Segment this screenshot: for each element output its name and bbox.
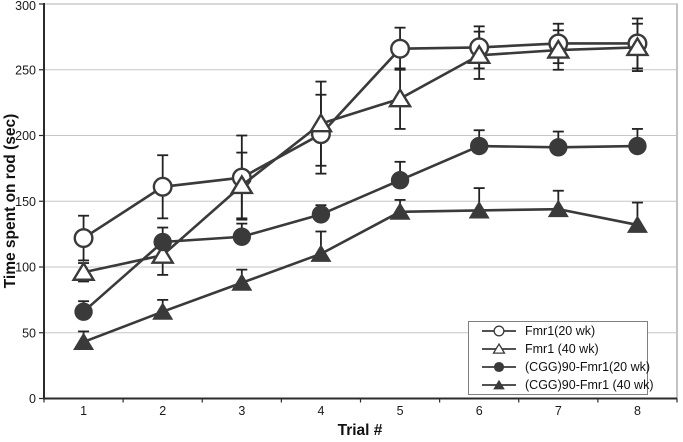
y-tick-label: 100 bbox=[15, 261, 36, 275]
marker-filled-circle bbox=[469, 136, 489, 156]
marker-open-circle bbox=[390, 38, 411, 59]
marker-open-circle bbox=[152, 176, 173, 197]
marker-open-triangle bbox=[150, 243, 175, 264]
marker-open-triangle bbox=[492, 342, 506, 354]
marker-open-triangle bbox=[308, 112, 334, 133]
marker-open-triangle bbox=[229, 174, 254, 195]
marker-filled-triangle bbox=[310, 244, 332, 262]
x-tick-label: 8 bbox=[634, 404, 641, 418]
x-tick-label: 6 bbox=[476, 404, 483, 418]
legend-marker-open-circle-icon bbox=[482, 325, 516, 337]
marker-filled-circle bbox=[311, 205, 331, 224]
marker-open-circle bbox=[73, 228, 94, 249]
marker-filled-circle bbox=[493, 361, 505, 373]
x-tick-label: 1 bbox=[80, 404, 87, 418]
y-tick-label: 50 bbox=[22, 326, 36, 340]
marker-filled-circle bbox=[390, 171, 410, 190]
y-tick-label: 200 bbox=[15, 129, 36, 143]
legend-label: (CGG)90-Fmr1(20 wk) bbox=[525, 360, 651, 374]
series-line-2 bbox=[82, 144, 638, 313]
marker-open-triangle bbox=[71, 260, 96, 281]
marker-open-triangle bbox=[467, 43, 492, 64]
marker-open-triangle bbox=[625, 36, 650, 57]
x-tick-label: 3 bbox=[238, 404, 245, 418]
legend-marker-filled-circle-icon bbox=[482, 361, 516, 373]
x-axis-title: Trial # bbox=[337, 422, 383, 439]
series-line-0 bbox=[82, 42, 638, 240]
marker-filled-triangle bbox=[547, 199, 569, 218]
marker-filled-circle bbox=[153, 232, 172, 252]
marker-filled-triangle bbox=[493, 379, 505, 390]
marker-filled-triangle bbox=[626, 215, 648, 233]
legend-marker-open-triangle-icon bbox=[482, 342, 516, 354]
legend: Fmr1(20 wk) Fmr1 (40 wk) (CGG)90-Fmr1(20… bbox=[468, 321, 653, 395]
y-tick-label: 300 bbox=[15, 0, 36, 13]
legend-item: Fmr1(20 wk) bbox=[481, 322, 647, 340]
y-tick-label: 0 bbox=[29, 392, 36, 406]
y-axis-title: Time spent on rod (sec) bbox=[2, 113, 19, 289]
marker-open-triangle bbox=[387, 87, 413, 108]
marker-filled-triangle bbox=[152, 302, 174, 320]
legend-item: Fmr1 (40 wk) bbox=[481, 340, 647, 358]
x-tick-label: 2 bbox=[159, 404, 166, 418]
legend-label: (CGG)90-Fmr1 (40 wk) bbox=[525, 378, 654, 392]
series-line-1 bbox=[83, 46, 638, 274]
marker-filled-circle bbox=[549, 138, 568, 157]
marker-filled-circle bbox=[74, 302, 93, 321]
x-tick-label: 4 bbox=[317, 404, 324, 418]
legend-label: Fmr1 (40 wk) bbox=[525, 342, 599, 356]
marker-filled-triangle bbox=[231, 273, 253, 291]
y-tick-label: 250 bbox=[15, 63, 36, 77]
legend-label: Fmr1(20 wk) bbox=[525, 324, 596, 338]
marker-filled-triangle bbox=[468, 200, 490, 219]
legend-item: (CGG)90-Fmr1(20 wk) bbox=[481, 358, 651, 376]
marker-filled-circle bbox=[232, 227, 252, 246]
y-tick-label: 150 bbox=[15, 195, 36, 209]
marker-filled-triangle bbox=[73, 332, 95, 350]
marker-open-circle bbox=[493, 325, 505, 337]
marker-filled-circle bbox=[628, 136, 647, 156]
marker-open-triangle bbox=[546, 38, 571, 59]
legend-marker-filled-triangle-icon bbox=[482, 379, 516, 390]
x-tick-label: 7 bbox=[555, 404, 562, 418]
x-tick-label: 5 bbox=[397, 404, 404, 418]
legend-item: (CGG)90-Fmr1 (40 wk) bbox=[481, 376, 653, 394]
series-line-3 bbox=[83, 207, 638, 344]
marker-filled-triangle bbox=[389, 202, 411, 220]
